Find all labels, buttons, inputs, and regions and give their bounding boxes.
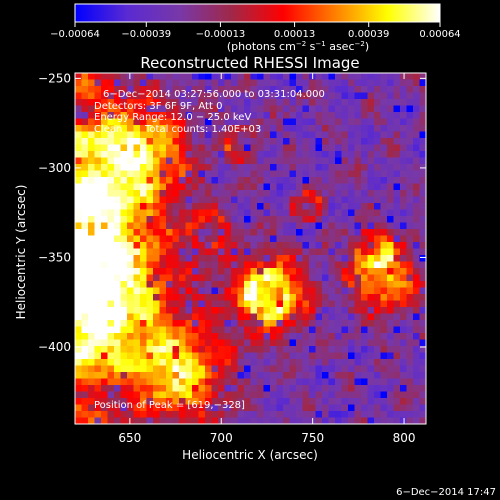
x-axis-label: Heliocentric X (arcsec): [182, 448, 318, 462]
y-axis-label: Heliocentric Y (arcsec): [14, 185, 28, 320]
colorbar-tick-label: −0.00013: [196, 29, 246, 40]
x-tick-label: 700: [210, 431, 233, 445]
annotations: 6−Dec−2014 03:27:56.000 to 03:31:04.000 …: [94, 89, 325, 411]
annotation-clean: Clean: [94, 124, 122, 135]
colorbar-tick-label: −0.00039: [121, 29, 171, 40]
y-tick-label: −250: [38, 71, 71, 85]
plot-frame: [74, 72, 427, 425]
annotation-energy-range: Energy Range: 12.0 − 25.0 keV: [94, 112, 251, 123]
colorbar-tick-label: −0.00064: [50, 29, 100, 40]
colorbar-tick-label: 0.00039: [348, 29, 389, 40]
colorbar-tick-label: 0.00064: [419, 29, 460, 40]
x-tick-label: 800: [393, 431, 416, 445]
annotation-detectors: Detectors: 3F 6F 9F, Att 0: [94, 101, 222, 112]
y-axis-ticks: −250 −300 −350 −400: [38, 71, 426, 354]
colorbar-ticks: −0.00064 −0.00039 −0.00013 0.00013 0.00039 0.…: [50, 22, 461, 40]
colorbar: −0.00064 −0.00039 −0.00013 0.00013 0.00039 0.…: [50, 3, 461, 53]
x-axis-ticks: 650 700 750 800: [118, 73, 416, 445]
colorbar-tick-label: 0.00013: [274, 29, 315, 40]
annotation-time-range: 6−Dec−2014 03:27:56.000 to 03:31:04.000: [103, 89, 325, 100]
footer-timestamp: 6−Dec−2014 17:47: [396, 487, 496, 498]
x-tick-label: 650: [118, 431, 141, 445]
annotation-total-counts: Total counts: 1.40E+03: [144, 124, 261, 135]
chart-title: Reconstructed RHESSI Image: [140, 54, 359, 72]
y-tick-label: −400: [38, 340, 71, 354]
x-tick-label: 750: [301, 431, 324, 445]
heatmap-image: [75, 73, 426, 424]
colorbar-units: (photons cm−2 s−1 asec−2): [227, 40, 369, 53]
y-tick-label: −350: [38, 250, 71, 264]
y-tick-label: −300: [38, 161, 71, 175]
colorbar-gradient: [74, 3, 441, 23]
annotation-peak-position: Position of Peak = [619,−328]: [94, 400, 245, 411]
